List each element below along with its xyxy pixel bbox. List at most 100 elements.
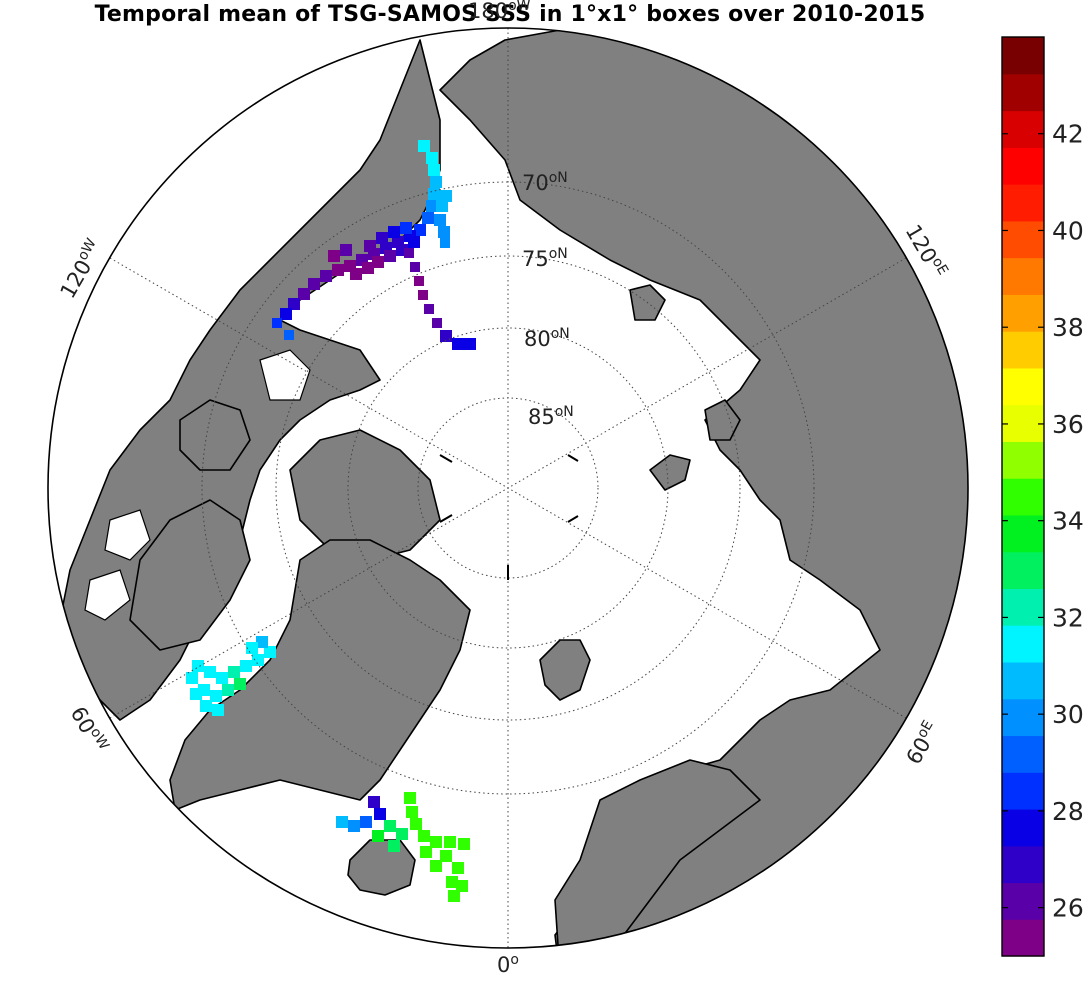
sss-cell	[284, 330, 294, 340]
colorbar-tick-label: 28	[1052, 797, 1084, 826]
sss-cell	[376, 232, 388, 244]
sss-cell	[374, 808, 386, 820]
sss-cell	[404, 792, 416, 804]
sss-cell	[308, 278, 320, 290]
tick-120w	[439, 454, 453, 463]
colorbar-block	[1002, 331, 1044, 369]
sss-cell	[410, 262, 420, 272]
sss-cell	[332, 264, 344, 276]
colorbar-tick-label: 42	[1052, 120, 1084, 149]
sss-cell	[246, 642, 258, 654]
channel-canadian-archipelago	[259, 349, 311, 401]
sss-cell	[350, 268, 362, 280]
colorbar-block	[1002, 808, 1044, 847]
sss-cell	[298, 288, 310, 300]
colorbar-block	[1002, 882, 1044, 920]
colorbar-block	[1002, 404, 1044, 442]
colorbar-block	[1002, 73, 1044, 112]
sss-cell	[336, 816, 348, 828]
sss-cell	[414, 276, 424, 286]
landmass-severnaya-zemlya	[704, 399, 741, 441]
lon-label-0: 0o	[497, 952, 519, 977]
tick-60e	[567, 515, 579, 523]
lat-label-80: 80oN	[524, 326, 570, 351]
longitude-labels: 0o 60oE 120oE 180oW 120oW 60oW	[56, 0, 952, 977]
colorbar-blocks	[1002, 37, 1044, 957]
sss-cell	[456, 880, 468, 892]
colorbar-block	[1002, 698, 1044, 737]
sss-cell	[420, 846, 432, 858]
colorbar-block	[1002, 441, 1044, 479]
colorbar-tick-label: 38	[1052, 313, 1084, 342]
sss-cell	[234, 678, 246, 690]
landmass-baffin	[129, 499, 251, 651]
sss-cell	[440, 850, 452, 862]
sss-cell	[444, 836, 456, 848]
lat-label-85: 85oN	[528, 404, 574, 429]
sss-cell	[320, 270, 332, 282]
colorbar-block	[1002, 37, 1044, 75]
sss-cell	[372, 830, 384, 842]
sss-cell	[368, 796, 380, 808]
sss-cell	[256, 636, 268, 648]
sss-cell	[280, 308, 292, 320]
tick-120e	[567, 454, 579, 462]
sss-cell	[464, 338, 476, 350]
latitude-labels: 70oN 75oN 80oN 85oN	[522, 170, 574, 429]
sss-cell	[410, 818, 422, 830]
sss-cell	[428, 188, 440, 200]
sss-cell	[418, 830, 430, 842]
sss-cell	[210, 690, 222, 702]
sss-cell	[430, 836, 442, 848]
colorbar-block	[1002, 735, 1044, 773]
sss-cell	[440, 238, 450, 248]
colorbar-block	[1002, 514, 1044, 553]
inner-channels	[84, 349, 311, 621]
sss-cell	[362, 262, 374, 274]
lat-circle-75	[275, 255, 741, 721]
sss-cell	[452, 862, 464, 874]
sss-cell	[428, 164, 440, 176]
land-masses	[59, 29, 968, 948]
sss-cell	[328, 250, 340, 262]
sss-cell	[438, 226, 450, 238]
sss-cell	[384, 250, 396, 262]
sss-cell	[186, 672, 198, 684]
sss-cell	[424, 304, 434, 314]
sss-cell	[406, 806, 418, 818]
channel-hudson-bay	[84, 569, 131, 621]
colorbar-block	[1002, 845, 1044, 884]
colorbar-ticks: 26 28 30 32 34 36 38 40 42	[1002, 120, 1084, 923]
sss-cell	[422, 212, 434, 224]
colorbar-block	[1002, 184, 1044, 222]
sss-cell	[240, 660, 252, 672]
colorbar-block	[1002, 772, 1044, 810]
sss-cell	[404, 248, 414, 258]
sss-cell	[190, 688, 202, 700]
lon-label-180: 180oW	[468, 0, 531, 23]
sss-cell	[388, 226, 400, 238]
sss-cell	[436, 200, 448, 212]
sss-cell	[452, 338, 464, 350]
colorbar-block	[1002, 625, 1044, 663]
graticule	[109, 28, 907, 948]
colorbar-block	[1002, 551, 1044, 589]
colorbar-block	[1002, 661, 1044, 700]
sss-cell	[272, 318, 282, 328]
sss-cell	[400, 222, 412, 234]
map-title: Temporal mean of TSG-SAMOS SSS in 1°x1° …	[94, 2, 926, 27]
colorbar-block	[1002, 110, 1044, 148]
sss-cell	[212, 704, 224, 716]
landmass-svalbard	[539, 639, 591, 701]
colorbar-block	[1002, 367, 1044, 406]
lat-label-70: 70oN	[522, 170, 568, 195]
landmass-ellesmere	[289, 429, 441, 561]
sss-cell	[396, 828, 408, 840]
colorbar-block	[1002, 919, 1044, 957]
sss-cell	[430, 176, 442, 188]
sss-cell	[204, 666, 216, 678]
sss-cell	[388, 840, 400, 852]
sss-cell	[264, 646, 276, 658]
sss-cell	[446, 876, 458, 888]
